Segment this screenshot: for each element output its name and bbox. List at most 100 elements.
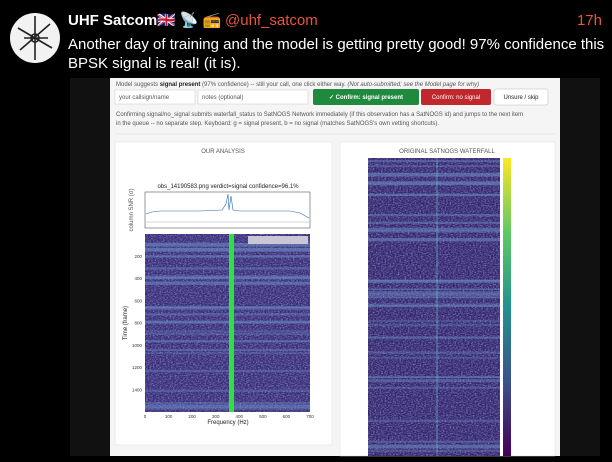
x-tick-label: 500 — [259, 414, 267, 419]
y-tick-label: 800 — [134, 321, 142, 326]
band — [368, 386, 500, 389]
band — [368, 419, 500, 423]
waterfall-bands — [145, 242, 310, 410]
band — [145, 389, 310, 393]
band — [145, 407, 310, 410]
annotation-box — [248, 236, 308, 244]
band — [145, 276, 310, 280]
x-tick-label: 400 — [236, 414, 244, 419]
x-tick-label: 600 — [283, 414, 291, 419]
band — [145, 321, 310, 324]
band — [145, 370, 310, 373]
band — [145, 352, 310, 355]
band — [145, 248, 310, 252]
input[interactable] — [197, 89, 309, 105]
timestamp[interactable]: 17h — [577, 12, 602, 29]
band — [368, 213, 500, 217]
band — [368, 319, 500, 322]
band — [368, 181, 500, 185]
band — [368, 293, 500, 297]
band — [145, 330, 310, 333]
x-tick-label: 700 — [306, 414, 314, 419]
band — [368, 304, 500, 308]
colorbar — [503, 158, 511, 456]
x-ticks: 0 100 200 300 400 500 600 700 — [144, 414, 315, 419]
emojis: 🇬🇧 📡 📻 — [157, 10, 221, 29]
band — [145, 348, 310, 351]
y-tick-label: 1000 — [132, 343, 143, 348]
y-tick-label: 200 — [134, 254, 142, 259]
input[interactable] — [114, 89, 196, 105]
band — [368, 352, 500, 354]
band — [368, 165, 500, 168]
band — [368, 440, 500, 443]
y-label: Time (frame) — [123, 306, 129, 340]
band — [145, 275, 310, 279]
band — [145, 255, 310, 258]
button-label: ✓ Confirm: signal present — [329, 95, 403, 101]
band — [145, 402, 310, 405]
x-label: Frequency (Hz) — [207, 420, 248, 426]
band — [368, 356, 500, 359]
band — [145, 404, 310, 409]
band — [145, 313, 310, 315]
y-ticks: 200 400 600 800 1000 1200 1400 — [132, 254, 143, 393]
band — [145, 242, 310, 247]
band — [368, 160, 500, 163]
help-text: in the queue -- no separate step. Keyboa… — [116, 121, 439, 127]
x-tick-label: 0 — [144, 414, 147, 419]
x-tick-label: 300 — [212, 414, 220, 419]
band — [368, 291, 500, 294]
suggestion: Model suggests signal present (97% confi… — [116, 82, 479, 88]
y-tick-label: 1400 — [132, 387, 143, 392]
post-text: Another day of training and the model is… — [68, 36, 604, 53]
band — [368, 296, 500, 299]
spectrum-ylabel: column SNR (σ) — [129, 188, 135, 231]
suggestion-strong: signal present — [160, 82, 201, 88]
input-placeholder: your callsign/name — [119, 95, 170, 101]
band — [145, 247, 310, 252]
band — [145, 306, 310, 309]
button[interactable] — [421, 89, 491, 105]
band — [368, 351, 500, 353]
band — [368, 279, 500, 282]
attached-image[interactable]: Model suggests signal present (97% confi… — [70, 78, 600, 457]
band — [145, 332, 310, 336]
band — [368, 221, 500, 224]
button[interactable] — [493, 88, 549, 106]
button-label: Confirm: no signal — [432, 95, 480, 101]
y-tick-label: 400 — [134, 276, 142, 281]
panel-heading: OUR ANALYSIS — [201, 149, 245, 155]
band — [368, 238, 500, 242]
x-tick-label: 200 — [188, 414, 196, 419]
handle[interactable]: @uhf_satcom — [225, 12, 318, 29]
band — [368, 444, 500, 449]
band — [368, 379, 500, 383]
avatar-drawing — [17, 16, 53, 60]
author[interactable]: UHF Satcom — [68, 12, 157, 29]
band — [145, 281, 310, 285]
x-tick-label: 100 — [165, 414, 173, 419]
band — [368, 193, 500, 197]
help-text: Confirming signal/no_signal submits wate… — [116, 112, 523, 118]
suggestion-note: (Not auto-submitted; see the Model page … — [347, 82, 479, 88]
band — [368, 228, 500, 232]
band — [145, 267, 310, 270]
band — [368, 376, 500, 379]
suggestion-rest: (97% confidence) -- still your call, one… — [200, 82, 347, 88]
band — [368, 172, 500, 177]
band — [368, 291, 500, 293]
button[interactable] — [313, 89, 419, 105]
band — [368, 230, 500, 233]
band — [145, 275, 310, 279]
band — [145, 340, 310, 343]
band — [368, 323, 500, 327]
y-tick-label: 600 — [134, 298, 142, 303]
button-label: Unsure / skip — [503, 95, 539, 101]
band — [368, 280, 500, 284]
band — [368, 303, 500, 306]
band — [368, 288, 500, 290]
